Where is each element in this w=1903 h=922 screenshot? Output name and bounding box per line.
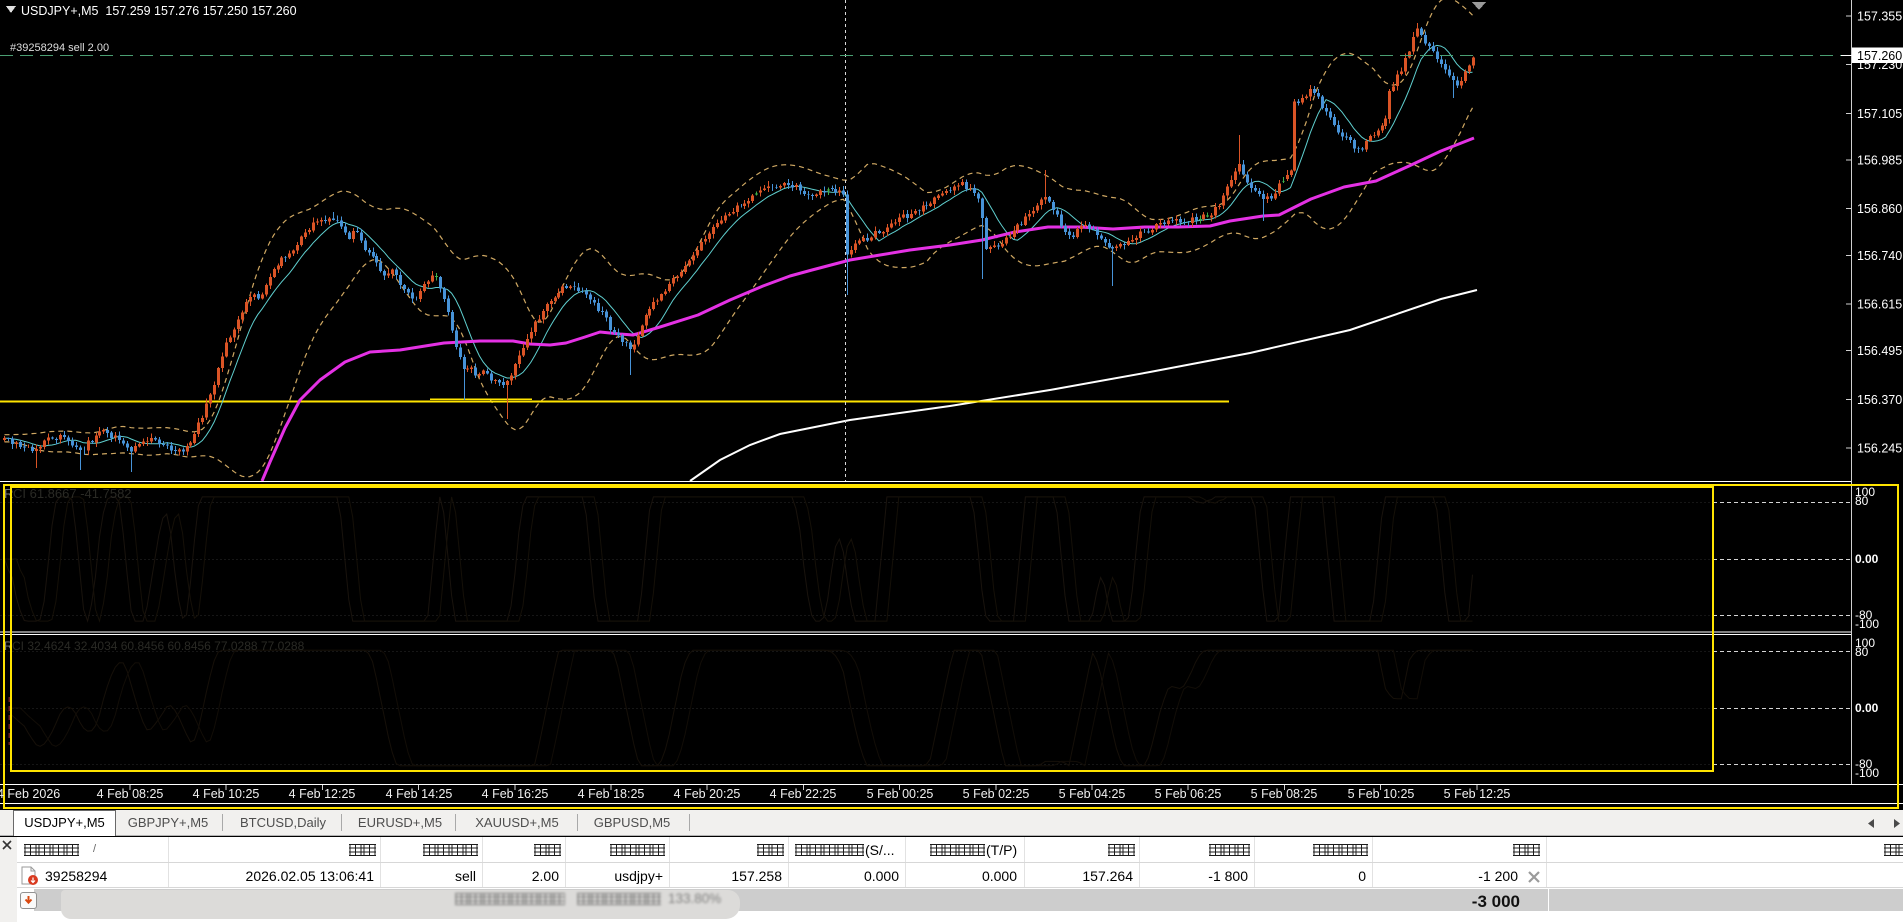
svg-text:USDJPY+,M5 157.259 157.276 15: USDJPY+,M5 157.259 157.276 157.250 157.2… bbox=[21, 4, 297, 18]
svg-text:5 Feb 00:25: 5 Feb 00:25 bbox=[867, 787, 934, 801]
svg-text:5 Feb 02:25: 5 Feb 02:25 bbox=[963, 787, 1030, 801]
svg-text:-80: -80 bbox=[1855, 757, 1873, 771]
svg-text:156.245: 156.245 bbox=[1857, 442, 1902, 456]
svg-text:-80: -80 bbox=[1855, 608, 1873, 622]
svg-text:100: 100 bbox=[1855, 485, 1875, 499]
svg-text:4 Feb 14:25: 4 Feb 14:25 bbox=[386, 787, 453, 801]
svg-text:156.740: 156.740 bbox=[1857, 249, 1902, 263]
svg-text:R: R bbox=[4, 639, 13, 653]
svg-text:0.00: 0.00 bbox=[1855, 552, 1879, 566]
svg-text:#39258294 sell 2.00: #39258294 sell 2.00 bbox=[10, 42, 109, 54]
svg-text:5 Feb 12:25: 5 Feb 12:25 bbox=[1444, 787, 1511, 801]
svg-text:4 Feb 20:25: 4 Feb 20:25 bbox=[674, 787, 741, 801]
svg-text:80: 80 bbox=[1855, 494, 1869, 508]
svg-text:-100: -100 bbox=[1855, 766, 1879, 780]
svg-text:4 Feb 18:25: 4 Feb 18:25 bbox=[578, 787, 645, 801]
svg-text:CI 32.4624 32.4034 60.8456 60.: CI 32.4624 32.4034 60.8456 60.8456 77.02… bbox=[12, 639, 305, 653]
svg-text:100: 100 bbox=[1855, 636, 1875, 650]
svg-text:5 Feb 06:25: 5 Feb 06:25 bbox=[1155, 787, 1222, 801]
svg-text:156.495: 156.495 bbox=[1857, 344, 1902, 358]
svg-text:CI 61.8667 -41.7582: CI 61.8667 -41.7582 bbox=[13, 486, 132, 501]
svg-text:-100: -100 bbox=[1855, 617, 1879, 631]
svg-text:156.985: 156.985 bbox=[1857, 154, 1902, 168]
svg-text:4 Feb 12:25: 4 Feb 12:25 bbox=[289, 787, 356, 801]
svg-text:4 Feb 2026: 4 Feb 2026 bbox=[0, 787, 60, 801]
svg-text:R: R bbox=[4, 486, 13, 501]
svg-text:5 Feb 04:25: 5 Feb 04:25 bbox=[1059, 787, 1126, 801]
svg-text:157.355: 157.355 bbox=[1857, 10, 1902, 24]
svg-text:4 Feb 22:25: 4 Feb 22:25 bbox=[770, 787, 837, 801]
svg-text:5 Feb 08:25: 5 Feb 08:25 bbox=[1251, 787, 1318, 801]
svg-text:4 Feb 16:25: 4 Feb 16:25 bbox=[482, 787, 549, 801]
svg-text:157.260: 157.260 bbox=[1857, 49, 1902, 63]
svg-text:156.615: 156.615 bbox=[1857, 298, 1902, 312]
svg-text:156.860: 156.860 bbox=[1857, 202, 1902, 216]
svg-text:4 Feb 10:25: 4 Feb 10:25 bbox=[193, 787, 260, 801]
svg-text:0.00: 0.00 bbox=[1855, 701, 1879, 715]
svg-text:157.105: 157.105 bbox=[1857, 107, 1902, 121]
svg-text:156.370: 156.370 bbox=[1857, 393, 1902, 407]
svg-text:5 Feb 10:25: 5 Feb 10:25 bbox=[1348, 787, 1415, 801]
svg-text:80: 80 bbox=[1855, 645, 1869, 659]
svg-text:4 Feb 08:25: 4 Feb 08:25 bbox=[97, 787, 164, 801]
